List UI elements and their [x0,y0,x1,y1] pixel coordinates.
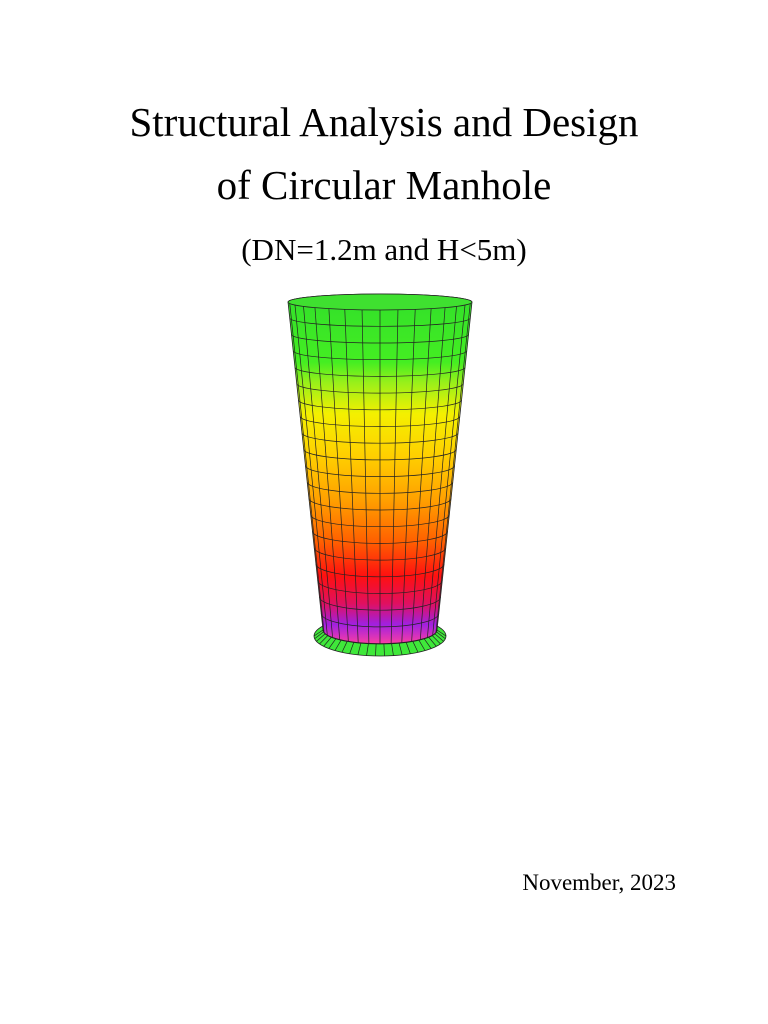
mesh-line [418,640,426,651]
manhole-illustration [287,293,473,657]
mesh-line [391,643,394,656]
mesh-line [434,633,444,642]
mesh-line [328,638,337,649]
mesh-line [344,309,359,643]
mesh-line [423,638,432,649]
mesh-line [289,303,325,633]
mesh-line [357,643,362,655]
mesh-line [349,642,355,654]
mesh-line [341,641,348,653]
mesh-line [435,303,471,633]
mesh-line [294,305,328,636]
mesh-line [314,307,341,640]
mesh-line [428,637,437,647]
mesh-line [411,308,432,642]
mesh-line [401,309,416,643]
mesh-line [314,631,324,640]
title-line: Structural Analysis and Design [129,99,639,145]
mesh-line [316,633,326,642]
mesh-line [323,637,332,647]
mesh-line [419,307,446,640]
date: November, 2023 [522,870,676,895]
top-rim [287,293,473,311]
mesh-line [366,643,369,656]
mesh-line [383,643,385,656]
mesh-line [334,640,342,651]
subtitle: (DN=1.2m and H<5m) [241,232,527,267]
mesh [289,303,471,656]
mesh-line [432,305,466,636]
mesh-line [427,306,457,638]
mesh-line [361,309,370,644]
mesh-line [405,642,411,654]
title-line: of Circular Manhole [216,162,552,208]
mesh-line [319,635,328,645]
mesh-line [412,641,419,653]
mesh-line [432,635,441,645]
mesh-line [390,309,399,644]
mesh-line [313,629,324,637]
mesh-line [436,631,446,640]
mesh-line [328,308,349,642]
mesh-line [436,629,447,637]
mesh-line [398,643,403,655]
mesh-line [375,643,377,656]
mesh-line [303,306,333,638]
